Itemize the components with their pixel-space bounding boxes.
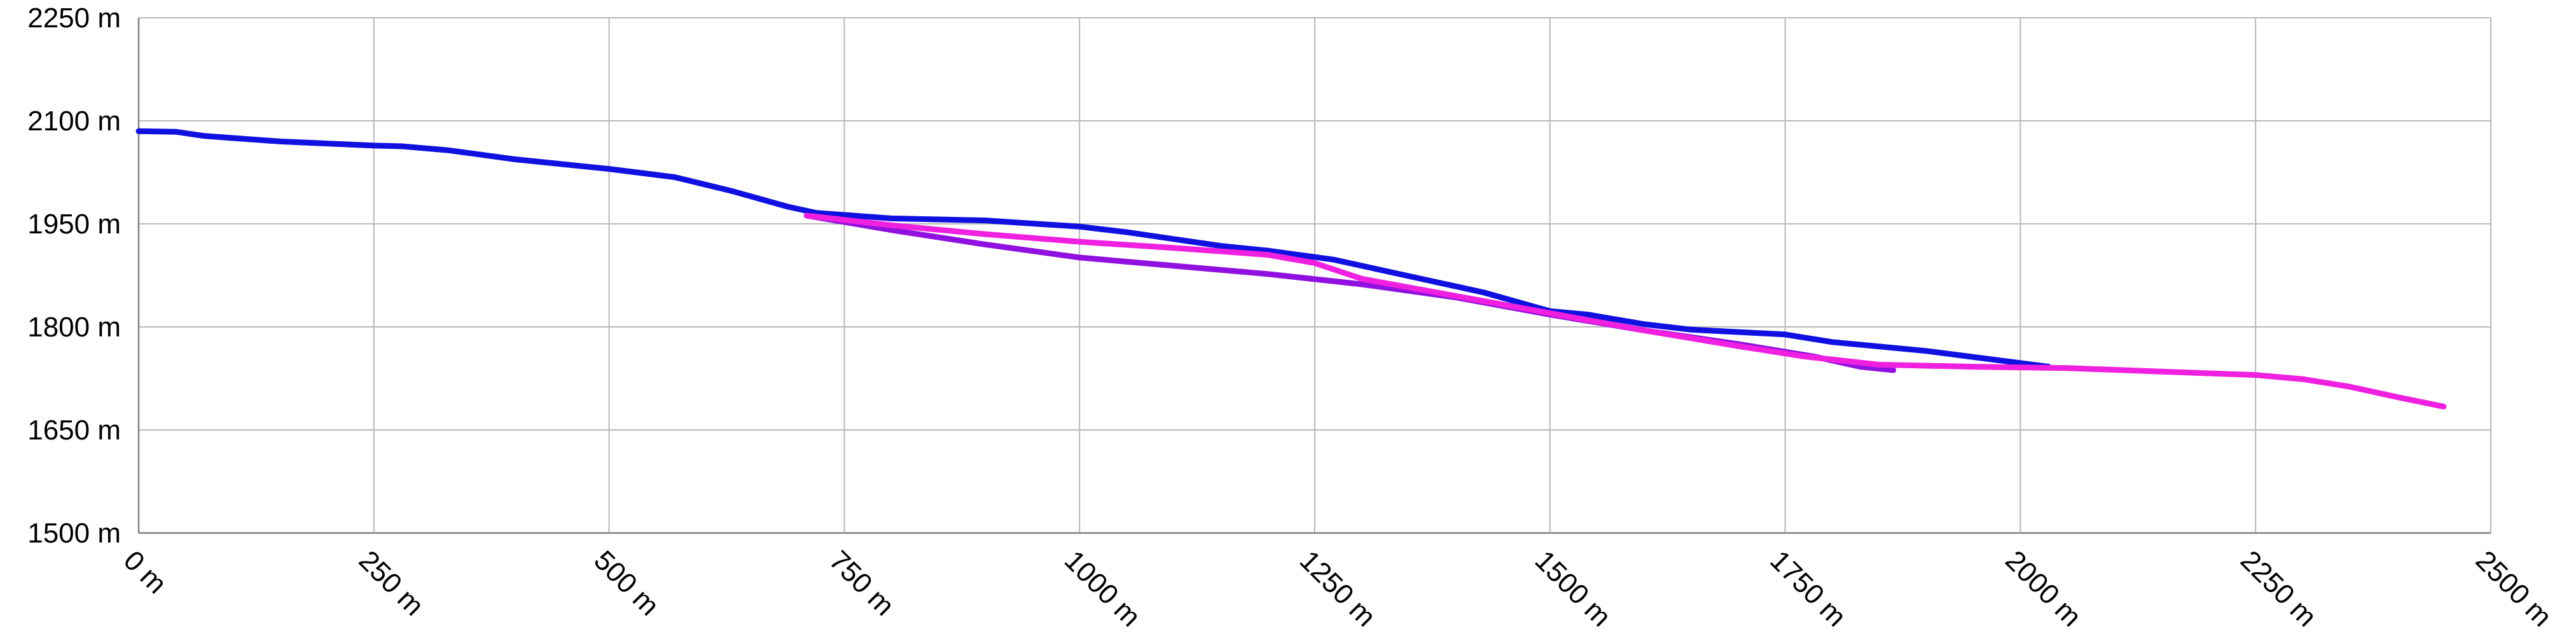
y-tick-label: 1800 m: [27, 312, 121, 343]
x-tick-label: 750 m: [823, 544, 900, 621]
x-tick-labels: 0 m 250 m 500 m 750 m 1000 m 1250 m 1500 m 1750…: [118, 544, 2558, 632]
x-tick-label: 500 m: [588, 544, 665, 621]
x-tick-label: 2250 m: [2234, 544, 2322, 632]
series-line-1: [135, 128, 2052, 370]
x-tick-label: 250 m: [353, 544, 430, 621]
y-tick-label: 1500 m: [27, 518, 121, 549]
y-tick-label: 2250 m: [27, 3, 121, 34]
x-tick-label: 2500 m: [2470, 544, 2558, 632]
plot-lines: [135, 128, 2447, 410]
y-tick-label: 1950 m: [27, 209, 121, 240]
x-tick-label: 1750 m: [1764, 544, 1852, 632]
y-tick-label: 1650 m: [27, 415, 121, 446]
y-tick-label: 2100 m: [27, 106, 121, 137]
series-line-3: [803, 212, 2447, 410]
x-tick-label: 0 m: [118, 544, 173, 600]
x-tick-label: 1500 m: [1529, 544, 1617, 632]
x-tick-label: 1250 m: [1294, 544, 1381, 632]
grid: [138, 17, 2491, 534]
axes: [137, 18, 2491, 534]
x-tick-label: 1000 m: [1058, 544, 1146, 632]
y-tick-labels: 1500 m 1650 m 1800 m 1950 m 2100 m 2250 m: [27, 3, 121, 549]
x-tick-label: 2000 m: [1999, 544, 2087, 632]
